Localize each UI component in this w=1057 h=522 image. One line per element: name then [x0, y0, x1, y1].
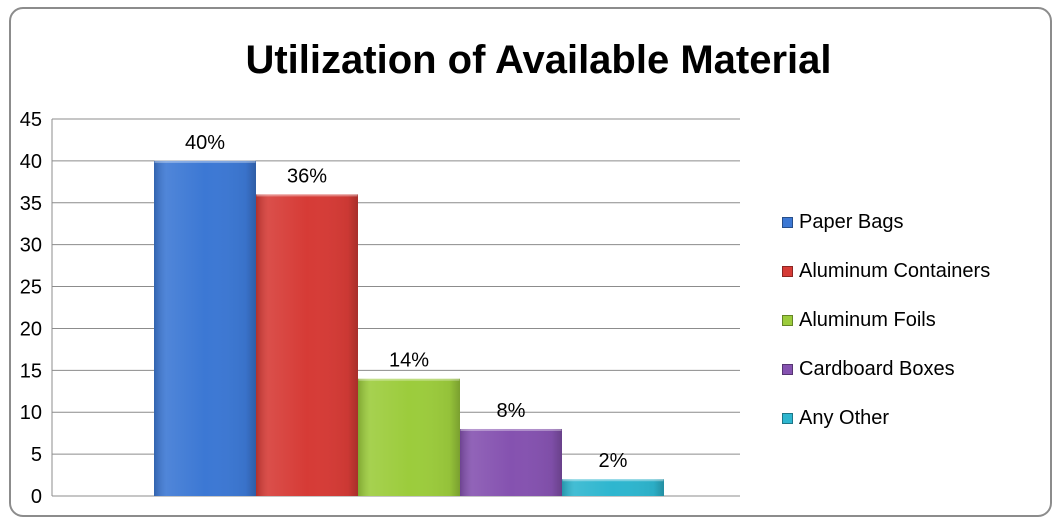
legend-item: Any Other	[782, 394, 1052, 443]
data-label: 36%	[287, 165, 327, 187]
y-tick-label: 20	[20, 318, 42, 340]
legend-swatch	[782, 364, 793, 375]
legend-item: Paper Bags	[782, 198, 1052, 247]
bar-top-highlight	[256, 193, 358, 197]
legend-label: Aluminum Foils	[799, 309, 936, 331]
legend-label: Any Other	[799, 407, 890, 429]
y-tick-label: 10	[20, 402, 42, 424]
y-tick-label: 25	[20, 277, 42, 299]
data-label: 2%	[599, 450, 628, 472]
bar-shading	[256, 194, 358, 496]
legend-item: Aluminum Foils	[782, 296, 1052, 345]
bar-top-highlight	[460, 427, 562, 431]
bar-shading	[562, 479, 664, 496]
y-tick-label: 45	[20, 109, 42, 131]
data-label: 40%	[185, 132, 225, 154]
legend-label: Cardboard Boxes	[799, 358, 955, 380]
data-label: 14%	[389, 350, 429, 372]
chart-title: Utilization of Available Material	[245, 38, 832, 82]
y-tick-label: 30	[20, 235, 42, 257]
legend-item: Aluminum Containers	[782, 247, 1052, 296]
data-label: 8%	[497, 400, 526, 422]
legend-label: Aluminum Containers	[799, 260, 991, 282]
y-tick-label: 35	[20, 193, 42, 215]
legend-swatch	[782, 266, 793, 277]
y-tick-label: 0	[31, 486, 42, 508]
bar-shading	[460, 428, 562, 496]
y-tick-label: 15	[20, 360, 42, 382]
chart-legend: Paper Bags Aluminum Containers Aluminum Fo…	[782, 198, 1052, 443]
legend-label: Paper Bags	[799, 211, 904, 233]
bar-shading	[154, 160, 256, 496]
y-tick-label: 40	[20, 151, 42, 173]
legend-swatch	[782, 413, 793, 424]
legend-item: Cardboard Boxes	[782, 345, 1052, 394]
bar-top-highlight	[562, 478, 664, 482]
legend-swatch	[782, 217, 793, 228]
legend-swatch	[782, 315, 793, 326]
bar-shading	[358, 378, 460, 496]
y-tick-label: 5	[31, 444, 42, 466]
bar-top-highlight	[154, 159, 256, 163]
bar-top-highlight	[358, 377, 460, 381]
